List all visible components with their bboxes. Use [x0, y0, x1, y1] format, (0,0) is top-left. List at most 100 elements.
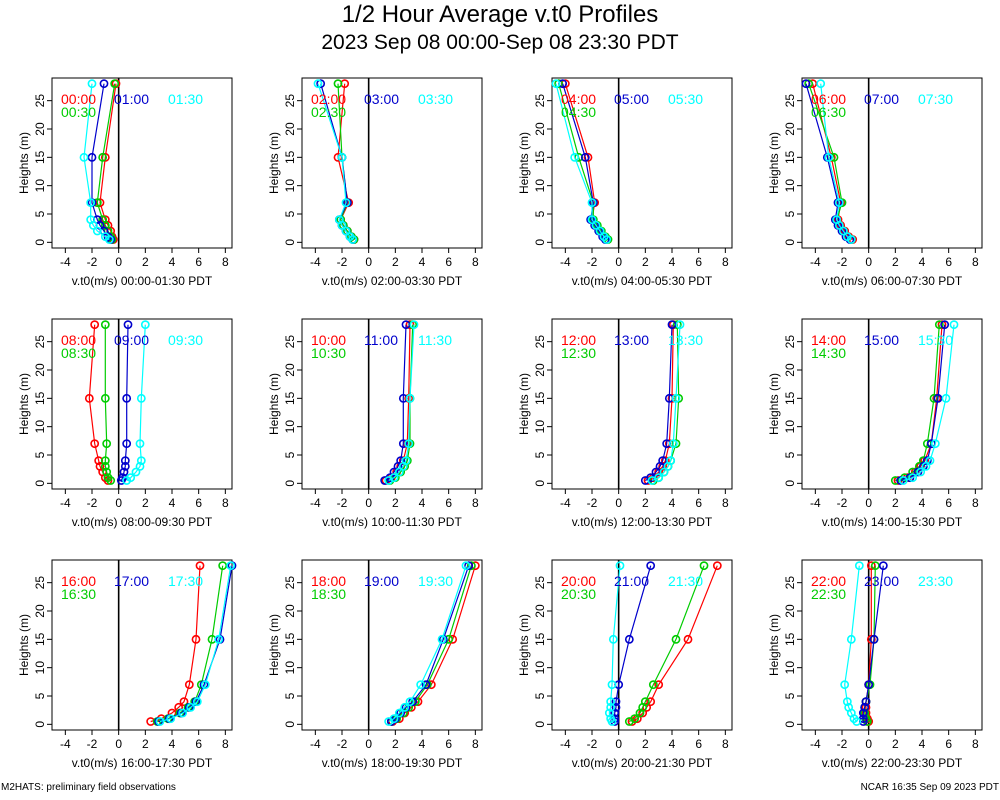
x-tick-label: 8 [472, 496, 479, 510]
y-tick-label: 20 [533, 604, 547, 618]
data-point [394, 708, 404, 718]
x-tick-label: 6 [695, 737, 702, 751]
x-tick-label: 0 [865, 255, 872, 269]
data-point [316, 79, 326, 89]
data-point [334, 215, 344, 225]
x-axis-label: v.t0(m/s) 20:00-21:30 PDT [572, 756, 713, 770]
x-tick-label: 0 [365, 496, 372, 510]
data-point [226, 561, 236, 571]
data-point [135, 461, 145, 471]
x-tick-label: 6 [195, 255, 202, 269]
legend-label-03:30: 03:30 [418, 91, 453, 107]
data-point [608, 634, 618, 644]
y-tick-label: 20 [533, 363, 547, 377]
y-tick-label: 10 [283, 420, 297, 434]
x-tick-label: 2 [642, 496, 649, 510]
legend-label-10:30: 10:30 [311, 345, 346, 361]
y-axis-label: Heights (m) [517, 132, 531, 194]
x-tick-label: 8 [722, 496, 729, 510]
x-tick-label: -2 [87, 737, 98, 751]
data-point [120, 456, 130, 466]
plot-frame [801, 559, 983, 731]
y-tick-label: 5 [283, 210, 297, 217]
plot-frame [51, 559, 233, 731]
data-point [389, 467, 399, 477]
legend-label-13:00: 13:00 [614, 332, 649, 348]
data-point [341, 226, 351, 236]
x-tick-label: 2 [642, 737, 649, 751]
data-point [178, 708, 188, 718]
legend-label-07:00: 07:00 [864, 91, 899, 107]
data-point [570, 152, 580, 162]
data-point [671, 393, 681, 403]
x-tick-label: 8 [222, 737, 229, 751]
y-tick-label: 0 [533, 480, 547, 487]
x-axis-label: v.t0(m/s) 18:00-19:30 PDT [322, 756, 463, 770]
series-line-20:30 [629, 565, 705, 723]
x-tick-label: 2 [892, 255, 899, 269]
y-tick-label: 0 [533, 721, 547, 728]
plot-frame [801, 318, 983, 490]
y-tick-label: 20 [783, 363, 797, 377]
y-tick-label: 5 [533, 692, 547, 699]
data-point [610, 708, 620, 718]
x-tick-label: 0 [365, 737, 372, 751]
footer-timestamp: NCAR 16:35 Sep 09 2023 PDT [860, 782, 999, 793]
x-tick-label: -4 [60, 255, 71, 269]
y-axis-label: Heights (m) [517, 614, 531, 676]
data-point [683, 634, 693, 644]
data-point [712, 561, 722, 571]
y-tick-label: 15 [533, 150, 547, 164]
legend-label-18:30: 18:30 [311, 586, 346, 602]
data-point [100, 393, 110, 403]
x-tick-label: -4 [810, 496, 821, 510]
x-tick-label: -4 [310, 496, 321, 510]
data-point [135, 439, 145, 449]
y-tick-label: 10 [33, 661, 47, 675]
legend-label-16:00: 16:00 [61, 573, 96, 589]
x-tick-label: -2 [87, 255, 98, 269]
data-point [654, 680, 664, 690]
y-tick-label: 0 [283, 239, 297, 246]
series-line-18:30 [391, 565, 472, 723]
data-point [416, 680, 426, 690]
x-axis-label: v.t0(m/s) 16:00-17:30 PDT [72, 756, 213, 770]
data-point [398, 439, 408, 449]
data-point [666, 456, 676, 466]
data-point [611, 697, 621, 707]
series-line-14:00 [897, 324, 943, 482]
x-tick-label: 4 [419, 496, 426, 510]
x-tick-label: 4 [669, 496, 676, 510]
x-tick-label: -2 [337, 737, 348, 751]
x-tick-label: 4 [169, 737, 176, 751]
data-point [84, 393, 94, 403]
data-point [699, 561, 709, 571]
x-tick-label: -4 [310, 737, 321, 751]
x-tick-label: 4 [169, 496, 176, 510]
y-tick-label: 5 [33, 451, 47, 458]
data-point [345, 232, 355, 242]
y-tick-label: 0 [533, 239, 547, 246]
y-tick-label: 25 [533, 335, 547, 349]
data-point [87, 79, 97, 89]
y-tick-label: 10 [283, 179, 297, 193]
y-tick-label: 5 [33, 692, 47, 699]
x-axis-label: v.t0(m/s) 10:00-11:30 PDT [322, 515, 462, 529]
x-tick-label: -2 [837, 496, 848, 510]
data-point [913, 467, 923, 477]
data-point [102, 439, 112, 449]
data-point [461, 561, 471, 571]
y-tick-label: 20 [33, 363, 47, 377]
y-axis-label: Heights (m) [767, 132, 781, 194]
x-tick-label: 2 [392, 255, 399, 269]
data-point [405, 697, 415, 707]
data-point [155, 717, 165, 726]
legend-label-06:30: 06:30 [811, 104, 846, 120]
data-point [313, 79, 323, 89]
y-tick-label: 15 [783, 632, 797, 646]
x-tick-label: 2 [392, 496, 399, 510]
y-tick-label: 25 [783, 335, 797, 349]
legend-label-10:00: 10:00 [311, 332, 346, 348]
data-point [646, 697, 656, 707]
